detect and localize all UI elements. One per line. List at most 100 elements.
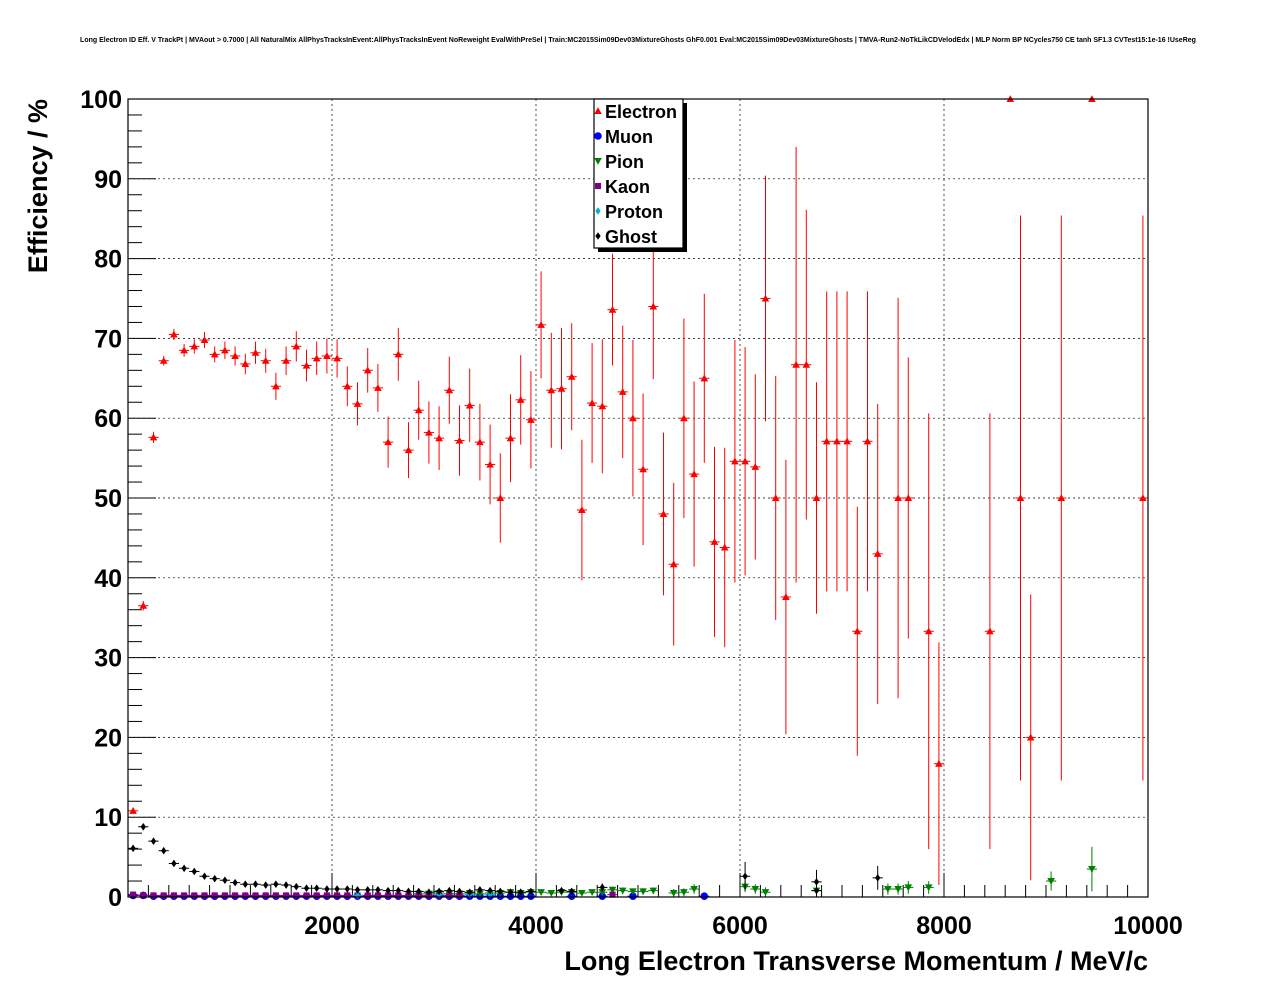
electron-data-point	[383, 416, 394, 468]
electron-data-point	[791, 146, 802, 583]
electron-marker	[680, 414, 688, 422]
electron-data-point	[321, 338, 332, 374]
electron-data-point	[291, 331, 302, 362]
electron-data-point	[627, 339, 638, 497]
series-electron	[128, 95, 1148, 886]
electron-data-point	[393, 328, 404, 381]
ghost-data-point	[872, 865, 883, 890]
electron-data-point	[281, 346, 292, 376]
electron-marker	[312, 354, 321, 362]
electron-data-point	[719, 447, 730, 648]
kaon-data-point	[209, 892, 220, 899]
electron-data-point	[403, 422, 414, 479]
pion-marker	[680, 889, 688, 897]
electron-marker	[384, 438, 392, 446]
muon-marker	[567, 892, 576, 901]
pion-marker	[669, 889, 678, 897]
ghost-data-point	[515, 888, 526, 897]
pion-marker	[904, 884, 913, 892]
electron-data-point	[260, 348, 271, 373]
muon-marker	[700, 892, 709, 901]
electron-data-point	[1137, 215, 1148, 781]
ghost-data-point	[495, 887, 506, 896]
electron-data-point	[607, 253, 618, 366]
kaon-marker	[221, 892, 228, 899]
y-tick-label: 40	[94, 565, 122, 593]
ghost-marker	[365, 886, 371, 894]
muon-marker	[527, 892, 535, 901]
ghost-marker	[446, 886, 452, 895]
x-tick-label: 4000	[508, 912, 564, 940]
electron-marker	[608, 305, 617, 313]
x-tick-label: 10000	[1113, 912, 1183, 940]
electron-data-point	[546, 332, 557, 448]
kaon-marker	[252, 892, 259, 899]
pion-data-point	[668, 889, 679, 897]
pion-data-point	[678, 888, 689, 897]
pion-marker	[598, 889, 607, 897]
electron-marker	[353, 400, 362, 407]
kaon-data-point	[260, 892, 271, 899]
pion-marker	[639, 888, 647, 896]
pion-marker	[618, 887, 627, 895]
ghost-marker	[150, 837, 157, 845]
ghost-data-point	[566, 887, 577, 896]
electron-marker	[761, 294, 770, 302]
pion-marker	[884, 885, 892, 893]
electron-data-point	[893, 297, 904, 699]
ghost-marker	[222, 876, 228, 885]
electron-data-point	[372, 363, 383, 412]
electron-marker	[1016, 494, 1025, 502]
electron-marker	[180, 346, 188, 354]
electron-marker	[792, 360, 800, 368]
chart-title: Long Electron ID Eff. V TrackPt | MVAout…	[80, 37, 1196, 44]
electron-marker	[506, 434, 515, 442]
ghost-marker	[507, 888, 514, 897]
electron-marker	[200, 336, 209, 344]
pion-data-point	[576, 889, 587, 897]
electron-marker	[537, 321, 545, 328]
electron-data-point	[199, 332, 210, 348]
ghost-marker	[324, 885, 330, 893]
kaon-data-point	[332, 892, 343, 899]
electron-data-point	[138, 600, 149, 611]
pion-data-point	[638, 888, 649, 896]
ghost-marker	[467, 888, 473, 897]
kaon-data-point	[281, 892, 292, 899]
electron-marker	[578, 506, 586, 514]
ghost-data-point	[270, 880, 281, 889]
electron-data-point	[464, 368, 475, 443]
kaon-marker	[201, 892, 208, 899]
kaon-marker	[130, 891, 137, 898]
electron-data-point	[505, 394, 516, 483]
muon-data-point	[566, 892, 577, 901]
electron-marker	[547, 386, 556, 394]
ghost-data-point	[240, 880, 251, 889]
pion-data-point	[760, 887, 771, 897]
ghost-data-point	[321, 885, 332, 893]
electron-marker	[873, 550, 882, 557]
electron-marker	[159, 356, 168, 364]
electron-marker	[139, 601, 148, 609]
electron-marker	[618, 388, 627, 395]
kaon-data-point	[230, 892, 241, 899]
ghost-data-point	[128, 844, 139, 853]
ghost-marker	[569, 887, 575, 896]
electron-data-point	[658, 432, 669, 596]
ghost-marker	[416, 887, 422, 896]
kaon-marker	[191, 892, 198, 899]
electron-marker	[251, 348, 260, 356]
ghost-marker	[252, 880, 259, 889]
electron-data-point	[566, 323, 577, 431]
electron-data-point	[699, 293, 710, 463]
electron-data-point	[638, 393, 649, 546]
ghost-marker	[456, 887, 463, 896]
y-tick-label: 30	[94, 645, 122, 673]
legend-item-pion: Pion	[594, 152, 644, 172]
kaon-data-point	[413, 892, 424, 899]
kaon-data-point	[199, 892, 210, 899]
pion-marker	[751, 885, 760, 893]
pion-data-point	[923, 881, 934, 894]
pion-marker	[537, 889, 545, 897]
kaon-marker	[609, 891, 616, 898]
